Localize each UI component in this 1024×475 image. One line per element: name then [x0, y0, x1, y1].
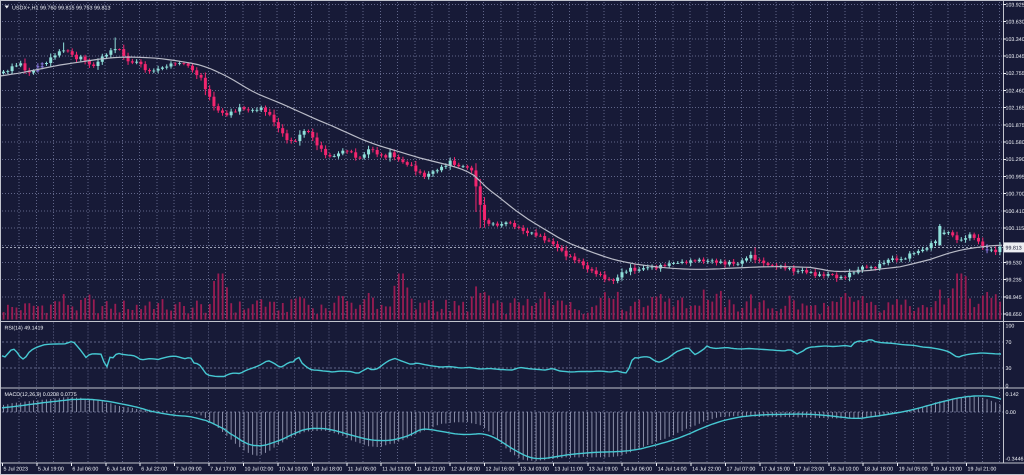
- svg-text:5 Jul 19:00: 5 Jul 19:00: [38, 467, 64, 473]
- svg-text:RSI(14) 49.1419: RSI(14) 49.1419: [5, 326, 44, 332]
- svg-text:100.700: 100.700: [1006, 192, 1024, 198]
- svg-text:7 Jul 17:00: 7 Jul 17:00: [210, 467, 236, 473]
- svg-text:13 Jul 03:00: 13 Jul 03:00: [520, 467, 549, 473]
- svg-text:7 Jul 09:00: 7 Jul 09:00: [176, 467, 202, 473]
- svg-text:18 Jul 18:00: 18 Jul 18:00: [864, 467, 893, 473]
- svg-text:30: 30: [1006, 366, 1012, 372]
- svg-text:0.00: 0.00: [1006, 410, 1016, 416]
- svg-text:6 Jul 22:00: 6 Jul 22:00: [141, 467, 167, 473]
- svg-text:14 Jul 06:00: 14 Jul 06:00: [623, 467, 652, 473]
- svg-text:10 Jul 18:00: 10 Jul 18:00: [313, 467, 342, 473]
- svg-text:99.530: 99.530: [1006, 260, 1022, 266]
- svg-text:100.115: 100.115: [1006, 226, 1024, 232]
- svg-text:14 Jul 14:00: 14 Jul 14:00: [658, 467, 687, 473]
- svg-text:13 Jul 19:00: 13 Jul 19:00: [589, 467, 618, 473]
- svg-text:99.235: 99.235: [1006, 278, 1022, 284]
- svg-text:100.995: 100.995: [1006, 174, 1024, 180]
- svg-text:99.813: 99.813: [1006, 246, 1022, 252]
- svg-text:17 Jul 07:00: 17 Jul 07:00: [727, 467, 756, 473]
- svg-text:101.875: 101.875: [1006, 123, 1024, 129]
- svg-text:103.340: 103.340: [1006, 37, 1024, 43]
- svg-text:19 Jul 13:00: 19 Jul 13:00: [933, 467, 962, 473]
- svg-text:100.410: 100.410: [1006, 209, 1024, 215]
- svg-text:10 Jul 10:00: 10 Jul 10:00: [279, 467, 308, 473]
- svg-text:-0.3446: -0.3446: [1006, 457, 1024, 463]
- svg-text:103.045: 103.045: [1006, 54, 1024, 60]
- svg-text:103.630: 103.630: [1006, 20, 1024, 26]
- svg-text:0.142: 0.142: [1006, 392, 1019, 398]
- svg-text:12 Jul 08:00: 12 Jul 08:00: [451, 467, 480, 473]
- svg-text:11 Jul 13:00: 11 Jul 13:00: [382, 467, 411, 473]
- svg-text:102.460: 102.460: [1006, 88, 1024, 94]
- svg-text:19 Jul 05:00: 19 Jul 05:00: [899, 467, 928, 473]
- svg-text:14 Jul 22:00: 14 Jul 22:00: [692, 467, 721, 473]
- svg-text:13 Jul 11:00: 13 Jul 11:00: [554, 467, 583, 473]
- svg-text:11 Jul 21:00: 11 Jul 21:00: [417, 467, 446, 473]
- svg-text:11 Jul 05:00: 11 Jul 05:00: [348, 467, 377, 473]
- svg-text:6 Jul 06:00: 6 Jul 06:00: [72, 467, 98, 473]
- svg-text:USDX+,H1 99.760 99.815 99.753: USDX+,H1 99.760 99.815 99.753 99.813: [12, 5, 110, 11]
- svg-text:102.165: 102.165: [1006, 106, 1024, 112]
- svg-text:19 Jul 21:00: 19 Jul 21:00: [968, 467, 997, 473]
- svg-text:103.925: 103.925: [1006, 2, 1024, 8]
- svg-text:17 Jul 23:00: 17 Jul 23:00: [795, 467, 824, 473]
- svg-text:98.945: 98.945: [1006, 295, 1022, 301]
- svg-text:5 Jul 2023: 5 Jul 2023: [4, 467, 28, 473]
- svg-text:12 Jul 16:00: 12 Jul 16:00: [486, 467, 515, 473]
- svg-text:MACD(12,26,9) 0.0208 0.0775: MACD(12,26,9) 0.0208 0.0775: [5, 392, 77, 398]
- svg-text:17 Jul 15:00: 17 Jul 15:00: [761, 467, 790, 473]
- svg-text:98.650: 98.650: [1006, 312, 1022, 318]
- svg-text:0: 0: [1006, 383, 1009, 389]
- svg-text:70: 70: [1006, 340, 1012, 346]
- svg-text:100: 100: [1006, 323, 1015, 329]
- svg-text:101.290: 101.290: [1006, 157, 1024, 163]
- svg-text:10 Jul 02:00: 10 Jul 02:00: [245, 467, 274, 473]
- svg-text:101.580: 101.580: [1006, 140, 1024, 146]
- svg-text:18 Jul 10:00: 18 Jul 10:00: [830, 467, 859, 473]
- svg-text:6 Jul 14:00: 6 Jul 14:00: [107, 467, 133, 473]
- svg-text:102.755: 102.755: [1006, 71, 1024, 77]
